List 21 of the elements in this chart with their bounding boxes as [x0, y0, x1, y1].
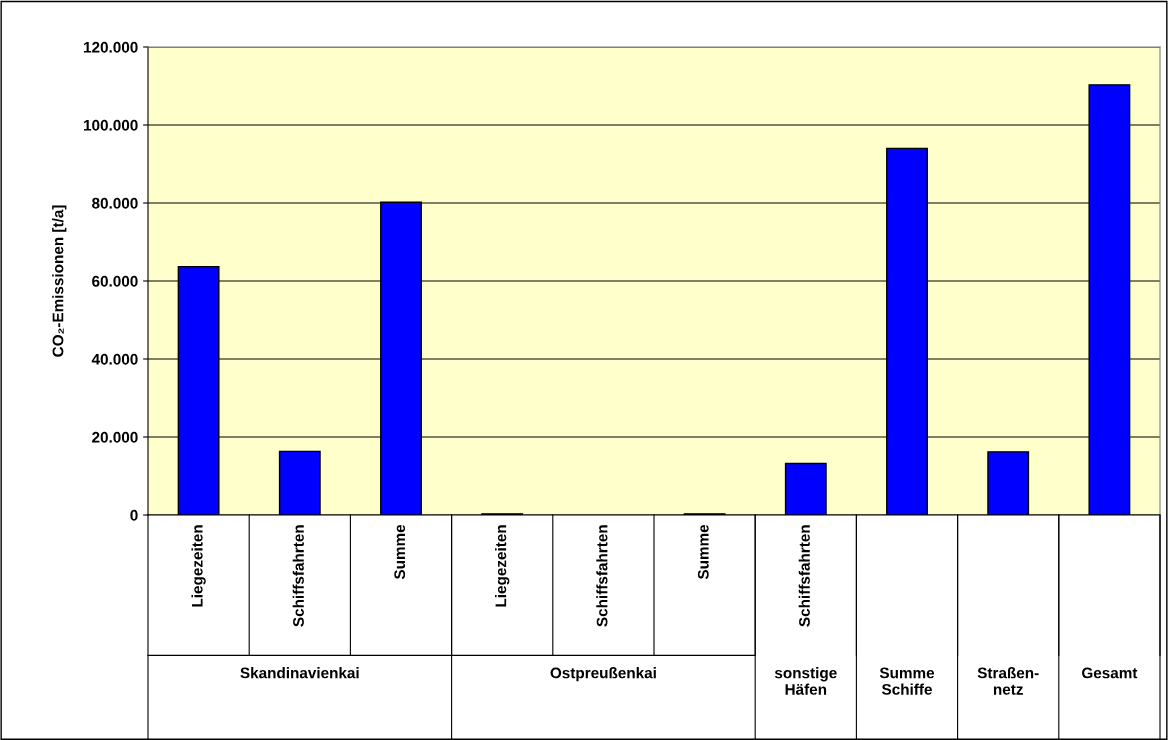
- text: Gesamt: [1082, 667, 1138, 679]
- y-tick-label: 60.000: [92, 275, 138, 287]
- y-tick-label: 80.000: [92, 197, 138, 209]
- text: Ostpreußenkai: [550, 667, 656, 682]
- y-tick-label: 0: [130, 509, 138, 521]
- text: sonstige Häfen: [774, 667, 837, 695]
- x-tick-label: Schiffsfahrten: [596, 525, 608, 627]
- x-tick-label: Liegezeiten: [191, 525, 206, 607]
- y-tick-label: 100.000: [84, 119, 138, 131]
- y-tick-label: 120.000: [84, 41, 138, 53]
- x-tick-label: Summe: [394, 524, 406, 580]
- y-tick-label: 20.000: [92, 431, 138, 443]
- x-tick-label: Summe: [697, 524, 709, 580]
- y-tick-label: 40.000: [91, 353, 138, 365]
- y-axis-title: CO₂-Emissionen [t/a]: [52, 205, 67, 357]
- text: Summe Schiffe: [879, 667, 935, 695]
- x-tick-label: Liegezeiten: [495, 525, 510, 607]
- x-tick-label: Schiffsfahrten: [292, 525, 304, 627]
- text: Straßen- netz: [977, 667, 1039, 695]
- text: Skandinavienkai: [240, 667, 359, 679]
- x-tick-label: Schiffsfahrten: [798, 525, 810, 627]
